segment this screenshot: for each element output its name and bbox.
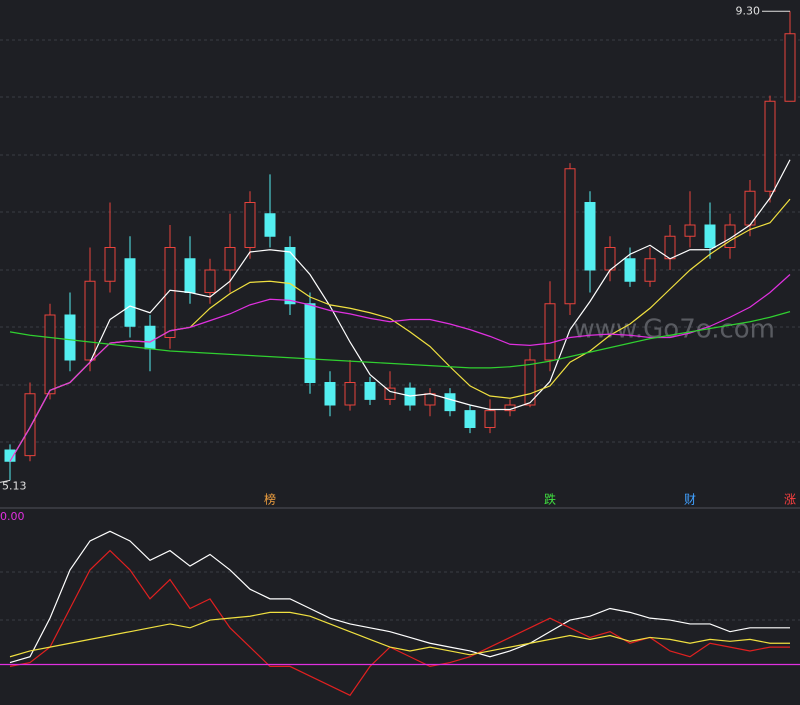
candle-body <box>444 393 456 412</box>
signal-marker: 涨 <box>784 492 796 507</box>
candle-body <box>784 33 796 102</box>
candle-body <box>364 382 376 400</box>
candle-body <box>384 387 396 400</box>
candle-body <box>224 247 236 271</box>
candle-body <box>644 258 656 282</box>
candle-body <box>164 247 176 338</box>
signal-marker: 财 <box>684 493 696 507</box>
line-series <box>9 530 790 664</box>
candle-body <box>464 410 476 428</box>
line-series <box>9 611 790 658</box>
candle-body <box>84 280 96 361</box>
candle-body <box>664 235 676 260</box>
candle-body <box>344 382 356 406</box>
candle-body <box>244 202 256 248</box>
candle-body <box>684 224 696 237</box>
price-annotation: 5.13 <box>2 479 27 492</box>
watermark: www.Go7o.com <box>573 315 775 345</box>
candle-body <box>284 247 296 305</box>
signal-marker: 跌 <box>544 492 556 507</box>
candle-body <box>724 224 736 248</box>
line-series <box>9 549 790 697</box>
candle-body <box>64 314 76 361</box>
candle-body <box>304 303 316 383</box>
candle-body <box>124 258 136 327</box>
candle-body <box>484 410 496 428</box>
candle-body <box>764 100 776 192</box>
candle-body <box>204 269 216 293</box>
candle-body <box>584 202 596 271</box>
signal-marker: 榜 <box>264 492 276 507</box>
price-annotation: 9.30 <box>736 4 761 17</box>
candle-body <box>184 258 196 293</box>
candle-body <box>624 258 636 282</box>
y-tick-label: 0.00 <box>0 510 25 523</box>
candle-body <box>704 224 716 248</box>
candle-body <box>24 393 36 457</box>
candle-body <box>564 168 576 305</box>
candle-body <box>544 303 556 361</box>
candle-body <box>424 393 436 406</box>
candle-body <box>264 213 276 237</box>
candle-body <box>324 382 336 406</box>
annotation-arrow <box>0 479 11 483</box>
line-series <box>9 159 791 462</box>
candle-body <box>524 359 536 406</box>
line-series <box>9 311 791 369</box>
candle-body <box>104 247 116 282</box>
candle-body <box>144 325 156 350</box>
candle-body <box>44 314 56 395</box>
